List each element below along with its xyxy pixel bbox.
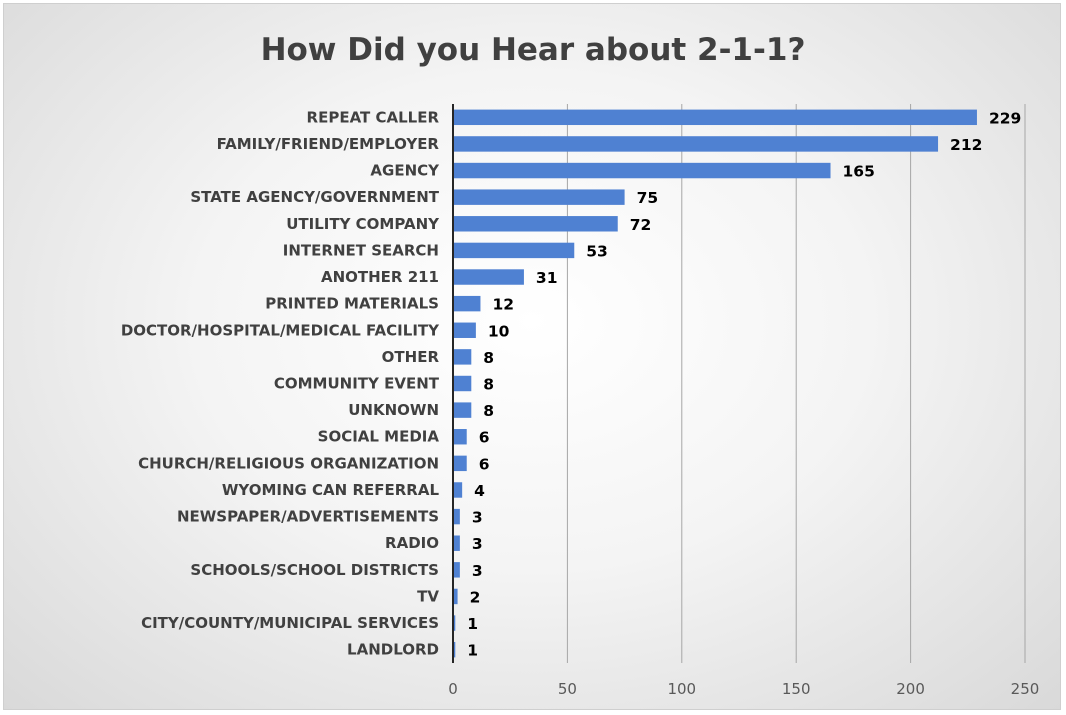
category-label: TV bbox=[417, 587, 439, 605]
data-label: 53 bbox=[586, 242, 608, 260]
bar bbox=[453, 375, 472, 392]
bar bbox=[453, 588, 458, 605]
x-tick-label: 250 bbox=[1011, 680, 1040, 698]
category-label: REPEAT CALLER bbox=[307, 108, 440, 126]
chart-title: How Did you Hear about 2-1-1? bbox=[260, 32, 806, 68]
data-label: 6 bbox=[479, 455, 490, 473]
data-label: 10 bbox=[488, 322, 510, 340]
data-label: 31 bbox=[536, 269, 558, 287]
category-label: LANDLORD bbox=[347, 641, 439, 659]
bar bbox=[453, 109, 977, 126]
x-tick-label: 50 bbox=[558, 680, 577, 698]
bar-chart: 0 50 100 150 200 250 REPEAT CALLER 229 FAMILY/FR… bbox=[121, 104, 1040, 698]
x-tick-label: 100 bbox=[667, 680, 696, 698]
category-label: SCHOOLS/SCHOOL DISTRICTS bbox=[190, 561, 439, 579]
bar bbox=[453, 136, 939, 152]
category-label: OTHER bbox=[382, 348, 440, 366]
bar bbox=[453, 429, 467, 445]
bar bbox=[453, 535, 460, 551]
gridlines bbox=[566, 104, 1026, 663]
bar bbox=[453, 482, 463, 498]
bar bbox=[453, 508, 460, 525]
category-label: UTILITY COMPANY bbox=[286, 215, 440, 233]
data-label: 72 bbox=[630, 216, 652, 234]
category-label: ANOTHER 211 bbox=[321, 268, 439, 286]
category-label: SOCIAL MEDIA bbox=[318, 428, 440, 446]
data-label: 8 bbox=[483, 376, 494, 394]
data-label: 1 bbox=[467, 615, 478, 633]
data-label: 2 bbox=[470, 588, 481, 606]
x-tick-label: 200 bbox=[896, 680, 925, 698]
data-label: 229 bbox=[989, 109, 1021, 127]
data-label: 12 bbox=[492, 296, 514, 314]
bar bbox=[453, 562, 460, 578]
data-label: 4 bbox=[474, 482, 485, 500]
category-label: WYOMING CAN REFERRAL bbox=[222, 481, 440, 499]
data-label: 1 bbox=[467, 642, 478, 660]
category-label: CHURCH/RELIGIOUS ORGANIZATION bbox=[138, 454, 439, 472]
x-tick-label: 0 bbox=[448, 680, 458, 698]
bar bbox=[453, 269, 524, 285]
category-label: COMMUNITY EVENT bbox=[274, 375, 440, 393]
category-label: UNKNOWN bbox=[348, 401, 439, 419]
data-label: 212 bbox=[950, 136, 982, 154]
bar bbox=[453, 615, 456, 631]
data-label: 165 bbox=[843, 163, 875, 181]
x-tick-label: 150 bbox=[782, 680, 811, 698]
bar bbox=[453, 189, 625, 205]
bar bbox=[453, 322, 476, 338]
data-label: 3 bbox=[472, 535, 483, 553]
category-label: AGENCY bbox=[370, 162, 440, 180]
bars bbox=[453, 109, 977, 658]
bar bbox=[453, 162, 831, 179]
category-label: FAMILY/FRIEND/EMPLOYER bbox=[217, 135, 440, 153]
bar bbox=[453, 402, 472, 418]
bar bbox=[453, 216, 618, 232]
category-label: DOCTOR/HOSPITAL/MEDICAL FACILITY bbox=[121, 321, 440, 339]
category-label: PRINTED MATERIALS bbox=[265, 295, 439, 313]
category-label: NEWSPAPER/ADVERTISEMENTS bbox=[177, 508, 439, 526]
category-label: INTERNET SEARCH bbox=[283, 241, 439, 259]
bar bbox=[453, 455, 467, 472]
category-label: RADIO bbox=[385, 534, 439, 552]
data-label: 6 bbox=[479, 429, 490, 447]
bar bbox=[453, 295, 481, 312]
data-label: 8 bbox=[483, 349, 494, 367]
bar bbox=[453, 242, 575, 259]
category-label: CITY/COUNTY/MUNICIPAL SERVICES bbox=[141, 614, 439, 632]
data-label: 75 bbox=[637, 189, 659, 207]
bar bbox=[453, 641, 456, 658]
chart-area: How Did you Hear about 2-1-1? 0 50 100 150 2… bbox=[3, 3, 1061, 710]
bar bbox=[453, 349, 472, 365]
category-label: STATE AGENCY/GOVERNMENT bbox=[190, 188, 439, 206]
data-label: 3 bbox=[472, 509, 483, 527]
labels: 0 50 100 150 200 250 REPEAT CALLER 229 FAMILY/FR… bbox=[121, 108, 1040, 698]
data-label: 8 bbox=[483, 402, 494, 420]
data-label: 3 bbox=[472, 562, 483, 580]
